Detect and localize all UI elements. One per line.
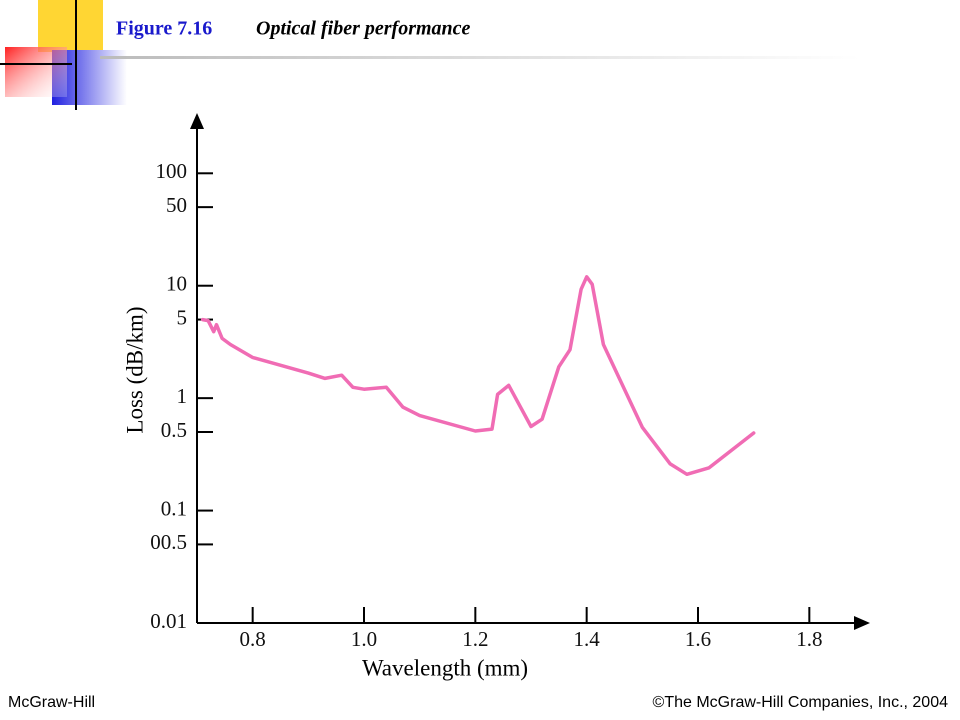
y-arrow — [190, 113, 204, 129]
y-axis-label: Loss (dB/km) — [122, 306, 147, 433]
title-rule — [100, 56, 860, 59]
figure-title: Optical fiber performance — [256, 18, 471, 40]
y-tick-label: 0.01 — [150, 609, 187, 633]
y-tick-label: 0.1 — [161, 496, 187, 520]
x-tick-label: 1.0 — [351, 627, 377, 651]
y-tick-label: 10 — [166, 272, 187, 296]
x-tick-label: 1.4 — [574, 627, 601, 651]
loss-curve — [200, 275, 756, 477]
x-tick-label: 1.6 — [685, 627, 711, 651]
x-tick-label: 1.2 — [462, 627, 488, 651]
y-tick-label: 0.5 — [161, 418, 187, 442]
x-axis-label: Wavelength (mm) — [362, 655, 528, 680]
x-tick-label: 0.8 — [240, 627, 266, 651]
y-tick-label: 00.5 — [150, 530, 187, 554]
x-arrow — [854, 616, 870, 630]
figure-number: Figure 7.16 — [116, 18, 212, 40]
x-tick-label: 1.8 — [796, 627, 822, 651]
y-tick-label: 100 — [156, 159, 188, 183]
y-tick-label: 50 — [166, 193, 187, 217]
y-tick-label: 5 — [177, 305, 188, 329]
footer-right: ©The McGraw-Hill Companies, Inc., 2004 — [653, 694, 949, 711]
deco-yellow — [38, 0, 103, 52]
footer-left: McGraw-Hill — [8, 694, 95, 711]
deco-red — [5, 47, 67, 97]
y-tick-label: 1 — [177, 384, 188, 408]
